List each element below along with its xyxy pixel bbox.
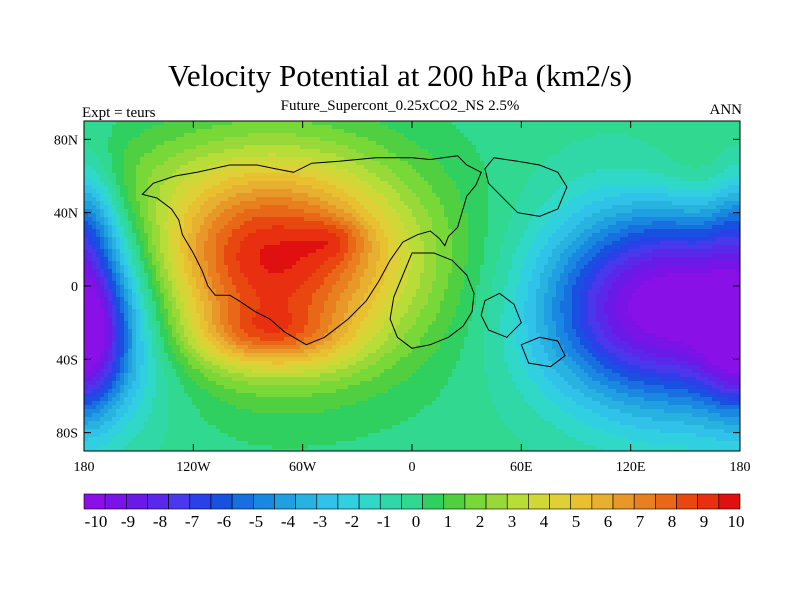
colorbar-label: 1: [444, 512, 453, 531]
colorbar-label: 10: [728, 512, 745, 531]
lon-tick-label: 180: [730, 460, 751, 475]
colorbar-label: 4: [540, 512, 549, 531]
lon-tick-label: 60E: [510, 460, 533, 475]
colorbar-swatch: [295, 493, 318, 510]
colorbar-swatch: [655, 493, 677, 510]
lon-tick-label: 120E: [616, 460, 646, 475]
colorbar-swatch: [168, 493, 191, 510]
lon-tick-label: 180: [74, 460, 95, 475]
colorbar-swatch: [697, 493, 720, 510]
colorbar-swatch: [126, 493, 148, 510]
colorbar-swatch: [104, 493, 127, 510]
colorbar-swatch: [676, 493, 698, 510]
colorbar-swatch: [485, 493, 508, 510]
colorbar: -10 -9 -8 -7 -6 -5 -4 -3 -2 -1 0 1 2 3 4 5 6 7 8 9 10: [83, 493, 745, 531]
lon-tick-label: 0: [409, 460, 416, 475]
colorbar-label: -5: [249, 512, 263, 531]
experiment-label: Expt = teurs: [82, 105, 156, 121]
lat-tick-label: 40N: [54, 207, 78, 222]
colorbar-swatch: [316, 493, 339, 510]
coastline-1: [389, 252, 475, 349]
map-title: Velocity Potential at 200 hPa (km2/s): [167, 58, 633, 93]
colorbar-swatch: [464, 493, 487, 510]
colorbar-label: -3: [313, 512, 327, 531]
coastline-4: [520, 336, 566, 368]
colorbar-label: 5: [572, 512, 581, 531]
colorbar-swatch: [506, 493, 529, 510]
colorbar-swatch: [718, 493, 741, 510]
colorbar-label: -6: [217, 512, 231, 531]
colorbar-label: 2: [476, 512, 485, 531]
coastlines: [141, 155, 568, 368]
lon-tick-label: 120W: [176, 460, 211, 475]
colorbar-label: -8: [153, 512, 167, 531]
lat-tick-label: 40S: [56, 353, 78, 368]
coastline-0: [141, 155, 482, 346]
axis-ticks: 180 120W 60W 0 60E 120E 180 80N 40N 0 40S 80S: [54, 121, 751, 475]
lat-tick-label: 80N: [54, 133, 78, 148]
colorbar-label: -9: [121, 512, 135, 531]
lat-tick-label: 80S: [56, 427, 78, 442]
colorbar-swatch: [528, 493, 550, 510]
colorbar-swatch: [443, 493, 466, 510]
colorbar-label: 9: [700, 512, 709, 531]
colorbar-label: 6: [604, 512, 613, 531]
velocity-potential-field: [84, 121, 740, 451]
lat-tick-label: 0: [71, 280, 78, 295]
colorbar-label: 8: [668, 512, 677, 531]
colorbar-swatch: [189, 493, 212, 510]
colorbar-label: 0: [412, 512, 421, 531]
colorbar-swatch: [274, 493, 296, 510]
colorbar-swatch: [147, 493, 169, 510]
colorbar-label: -4: [281, 512, 296, 531]
colorbar-swatch: [591, 493, 614, 510]
colorbar-swatch: [252, 493, 275, 510]
colorbar-swatch: [401, 493, 423, 510]
colorbar-label: -1: [377, 512, 391, 531]
colorbar-label: -7: [185, 512, 200, 531]
colorbar-swatch: [570, 493, 593, 510]
colorbar-label: -2: [345, 512, 359, 531]
coastline-2: [484, 157, 568, 217]
coastline-3: [480, 292, 522, 338]
colorbar-label: -10: [85, 512, 108, 531]
colorbar-swatch: [379, 493, 402, 510]
colorbar-swatch: [549, 493, 572, 510]
colorbar-swatch: [83, 493, 106, 510]
colorbar-swatch: [337, 493, 360, 510]
map-subtitle: Future_Supercont_0.25xCO2_NS 2.5%: [280, 98, 520, 114]
colorbar-swatch: [358, 493, 381, 510]
colorbar-swatch: [633, 493, 656, 510]
colorbar-swatch: [422, 493, 445, 510]
colorbar-swatch: [612, 493, 635, 510]
colorbar-label: 3: [508, 512, 517, 531]
colorbar-swatch: [210, 493, 233, 510]
colorbar-swatch: [231, 493, 254, 510]
colorbar-label: 7: [636, 512, 645, 531]
lon-tick-label: 60W: [289, 460, 317, 475]
season-label: ANN: [709, 102, 743, 118]
